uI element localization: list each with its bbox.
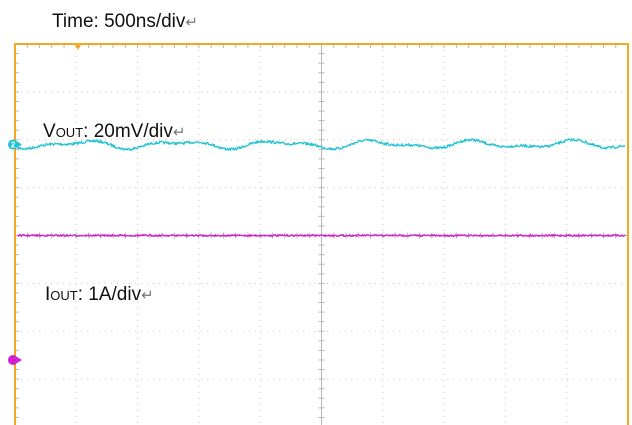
channel-markers: 2 bbox=[8, 139, 22, 365]
time-scale-text: Time: 500ns/div bbox=[52, 11, 186, 32]
plot-frame bbox=[14, 43, 629, 425]
trace-iout bbox=[17, 233, 626, 238]
channel-marker-arrow-icon bbox=[17, 356, 22, 363]
time-scale-label: Time: 500ns/div↵ bbox=[52, 12, 198, 31]
channel-marker-arrow-icon bbox=[17, 141, 22, 148]
plot-border bbox=[14, 43, 629, 425]
channel-marker-icon bbox=[8, 139, 18, 150]
vout-scale-text: : 20mV/div bbox=[83, 121, 173, 142]
return-mark-icon: ↵ bbox=[141, 287, 154, 304]
traces bbox=[17, 138, 626, 238]
iout-subscript: OUT bbox=[50, 288, 78, 303]
trace-vout bbox=[17, 138, 626, 152]
return-mark-icon: ↵ bbox=[172, 124, 186, 141]
vout-scale-label: VOUT: 20mV/div↵ bbox=[43, 122, 185, 141]
iout-scale-label: IOUT: 1A/div↵ bbox=[45, 285, 154, 304]
iout-scale-text: : 1A/div bbox=[77, 284, 142, 305]
trigger-marker-icon bbox=[75, 45, 81, 50]
vout-subscript: OUT bbox=[55, 125, 84, 140]
channel-marker-label: 2 bbox=[11, 141, 16, 150]
return-mark-icon: ↵ bbox=[185, 14, 198, 31]
iout-symbol: I bbox=[45, 284, 51, 305]
channel-marker-icon bbox=[8, 354, 18, 365]
grid bbox=[14, 43, 629, 425]
vout-symbol: V bbox=[43, 121, 56, 142]
